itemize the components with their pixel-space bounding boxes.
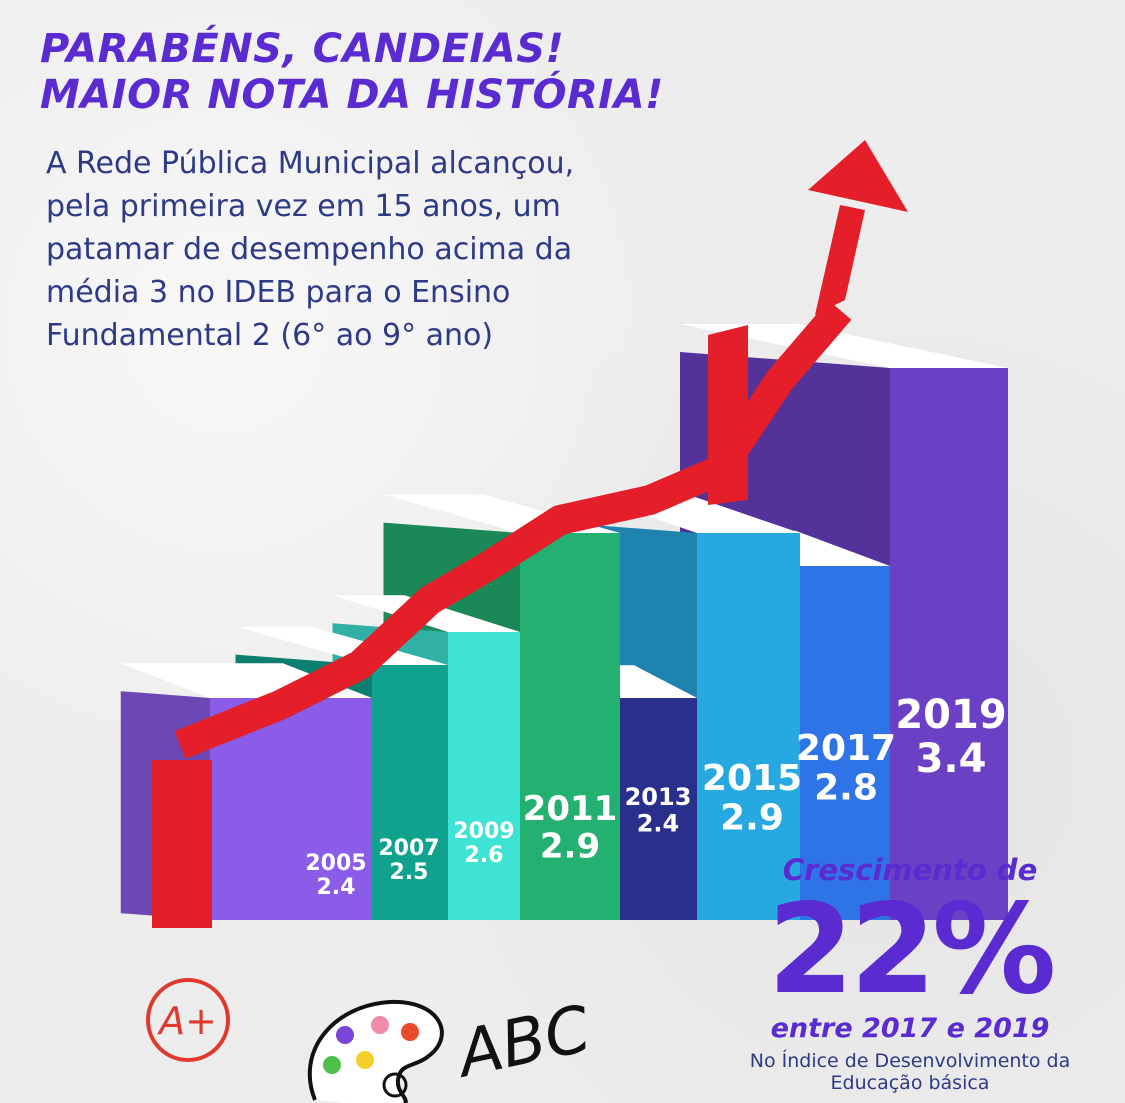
headline: PARABÉNS, CANDEIAS! MAIOR NOTA DA HISTÓR… xyxy=(40,26,664,118)
value-label-2017: 2.8 xyxy=(814,768,878,809)
bar-front-2005 xyxy=(210,698,372,920)
value-label-2009: 2.6 xyxy=(465,843,504,868)
bar-front-2017 xyxy=(800,566,890,920)
year-label-2009: 2009 xyxy=(453,819,514,844)
ribbon-front-2005 xyxy=(152,760,212,928)
value-label-2013: 2.4 xyxy=(637,809,680,837)
a-plus-grade-icon: A+ xyxy=(146,978,230,1062)
growth-index-name: No Índice de Desenvolvimento da Educação… xyxy=(749,1050,1071,1094)
bar-front-2015 xyxy=(697,533,800,920)
ribbon-front-2019 xyxy=(708,325,748,505)
a-plus-grade-text: A+ xyxy=(156,999,217,1043)
year-label-2019: 2019 xyxy=(895,692,1006,738)
bar-front-2009 xyxy=(448,632,520,920)
arrow-head xyxy=(808,140,908,212)
year-label-2005: 2005 xyxy=(305,851,366,876)
value-label-2005: 2.4 xyxy=(317,875,356,900)
intro-text: A Rede Pública Municipal alcançou, pela … xyxy=(46,146,575,353)
year-label-2007: 2007 xyxy=(378,836,439,861)
arrow-shaft xyxy=(815,205,865,315)
up-arrow-icon xyxy=(808,140,908,315)
ribbon-path xyxy=(174,300,852,759)
year-label-2017: 2017 xyxy=(796,728,896,769)
value-label-2019: 3.4 xyxy=(916,736,987,782)
growth-label: Crescimento de xyxy=(782,853,1038,887)
value-label-2015: 2.9 xyxy=(720,798,784,839)
ribbon-layer xyxy=(152,140,908,928)
headline-line-2: MAIOR NOTA DA HISTÓRIA! xyxy=(40,72,664,118)
growth-value: 22% xyxy=(767,878,1057,1022)
year-label-2015: 2015 xyxy=(702,758,802,799)
paint-palette-icon xyxy=(307,999,444,1103)
growth-period: entre 2017 e 2019 xyxy=(770,1013,1050,1044)
bar-front-2013 xyxy=(620,698,697,920)
bar-top-2007 xyxy=(235,626,448,665)
bar-top-2019 xyxy=(680,324,1008,368)
growth-callout: Crescimento de 22% entre 2017 e 2019 No … xyxy=(700,852,1120,1094)
abc-handwriting-icon: ABC xyxy=(448,992,597,1093)
label-layer: 20052.420072.520092.620112.920132.420152… xyxy=(305,692,1006,900)
year-label-2013: 2013 xyxy=(625,783,692,811)
year-label-2011: 2011 xyxy=(523,789,618,829)
bar-front-2007 xyxy=(372,665,448,920)
value-label-2007: 2.5 xyxy=(390,860,429,885)
headline-line-1: PARABÉNS, CANDEIAS! xyxy=(40,26,565,72)
value-label-2011: 2.9 xyxy=(540,826,600,866)
bar-front-2011 xyxy=(520,533,620,920)
bar-front-2019 xyxy=(890,368,1008,920)
